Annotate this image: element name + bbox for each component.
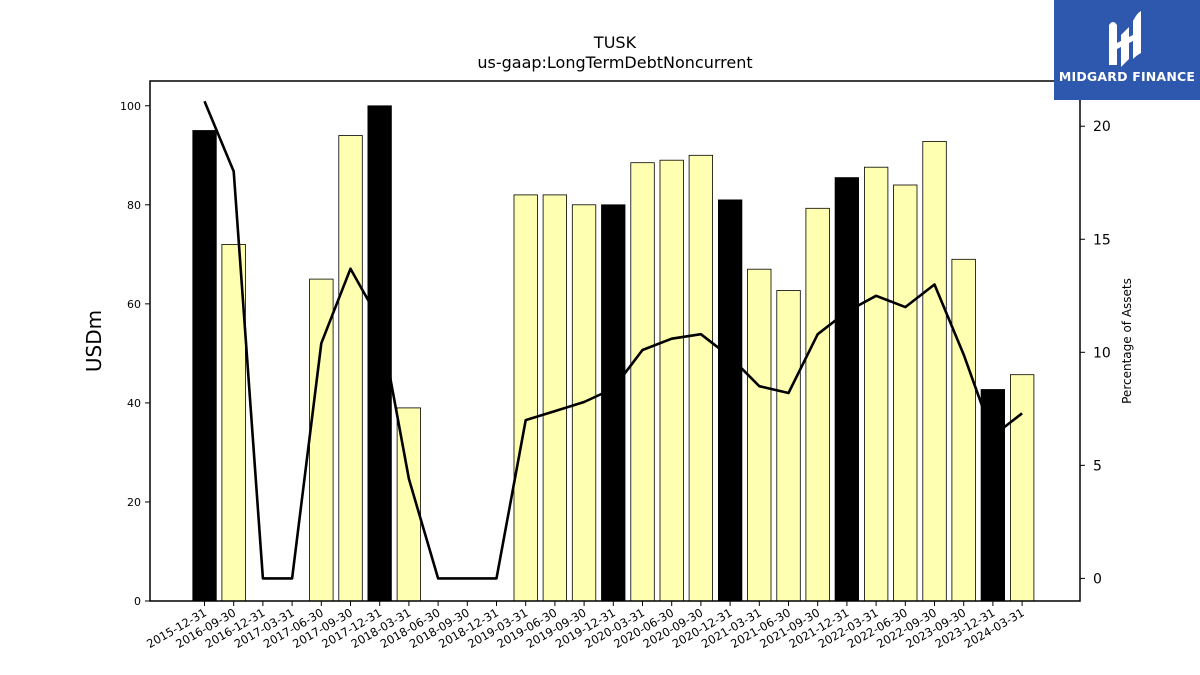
logo-mark-icon [1109,11,1141,67]
plot-frame [149,80,1081,602]
bar [922,140,947,602]
bars-layer [192,105,1035,602]
bar [864,166,889,602]
y-tick-label: 60 [127,298,141,311]
bar [1010,374,1035,602]
bar [192,130,217,602]
y-tick-label: 40 [127,397,141,410]
bar [630,162,655,602]
y2-tick-label: 15 [1093,232,1111,248]
y-tick-label: 20 [127,496,141,509]
bar [367,105,392,602]
y2-tick-label: 0 [1093,571,1102,587]
bar [601,204,626,602]
series-line [203,100,1023,580]
y-tick-label: 0 [134,595,141,608]
bar [834,177,859,602]
y-tick-label: 100 [120,100,141,113]
bar [747,268,772,602]
y2-tick-label: 5 [1093,458,1102,474]
bar [776,290,801,602]
chart-title: TUSK [593,33,637,52]
logo-text: MIDGARD FINANCE [1058,69,1196,84]
y2-tick-label: 20 [1093,119,1111,135]
bar [659,159,684,602]
bar [513,194,538,602]
bar [542,194,567,602]
bar [893,184,918,602]
bar [718,199,743,602]
bar [688,154,713,602]
bar [805,207,830,602]
y-tick-label: 80 [127,199,141,212]
brand-logo: MIDGARD FINANCE [1054,0,1200,100]
y2-axis-label: Percentage of Assets [1120,278,1134,404]
bar [309,278,334,602]
y2-tick-label: 10 [1093,345,1111,361]
line-layer [203,100,1023,580]
bar [338,135,363,602]
bar [980,389,1005,602]
bar [951,258,976,602]
y-axis-label: USDm [82,310,106,372]
chart-subtitle: us-gaap:LongTermDebtNoncurrent [477,53,752,72]
